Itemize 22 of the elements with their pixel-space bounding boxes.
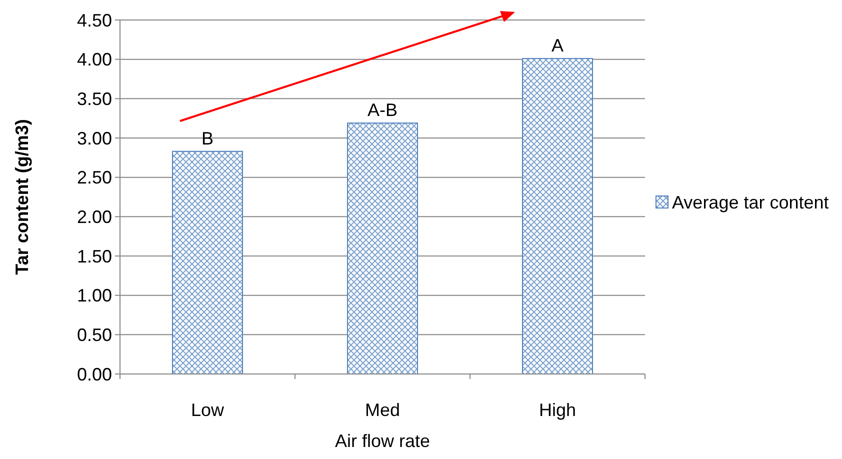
y-tick-label: 0.50 [76, 324, 112, 345]
x-tick-label: Low [190, 400, 226, 420]
x-axis-title: Air flow rate [334, 431, 430, 451]
y-tick-label: 1.00 [76, 286, 112, 306]
y-tick-label: 3.50 [76, 88, 112, 109]
y-tick-label: 2.00 [76, 206, 112, 227]
annotation: A-B [367, 100, 398, 120]
bar [172, 150, 243, 374]
x-tick-label: High [538, 400, 576, 420]
bar [347, 122, 418, 374]
bar [522, 58, 593, 374]
y-tick-label: 1.50 [76, 246, 112, 266]
y-tick-label: 0.00 [76, 364, 112, 384]
x-tick-label: Med [364, 400, 400, 420]
legend-label: Average tar content [672, 192, 829, 212]
y-tick-label: 4.00 [76, 50, 112, 70]
y-tick-label: 3.00 [76, 128, 112, 148]
annotation: B [201, 128, 214, 148]
y-axis-title: Tar content (g/m3) [12, 119, 32, 275]
y-tick-label: 2.50 [76, 168, 112, 188]
annotation: A [551, 36, 564, 56]
y-tick-label: 4.50 [76, 10, 112, 30]
